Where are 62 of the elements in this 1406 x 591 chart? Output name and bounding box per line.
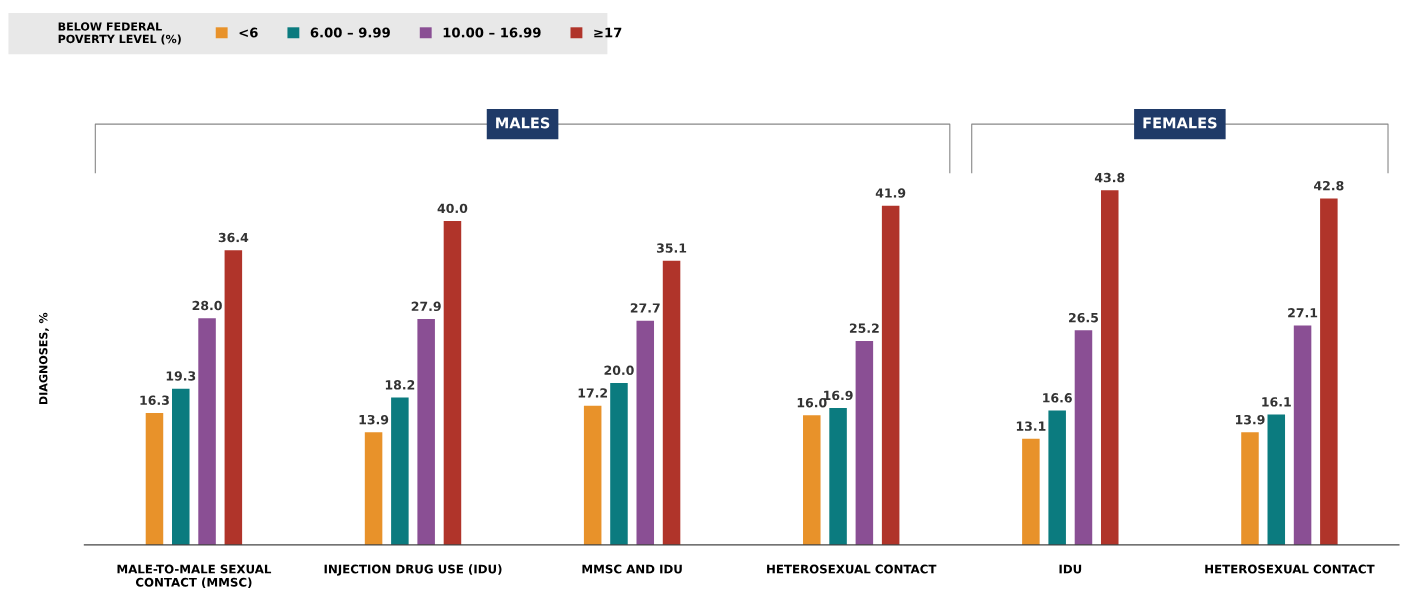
x-tick-label: HETEROSEXUAL CONTACT	[767, 564, 937, 574]
bar	[443, 221, 462, 545]
legend-label: <6	[239, 27, 258, 38]
bar	[1048, 410, 1066, 545]
legend-label: ≥17	[594, 27, 622, 38]
data-label: 18.2	[385, 380, 415, 390]
bar	[1022, 438, 1040, 545]
bar	[172, 388, 190, 545]
bar	[1100, 190, 1119, 545]
data-label: 16.3	[140, 395, 169, 405]
data-label: 16.6	[1043, 393, 1072, 403]
text: FEMALES	[1143, 117, 1217, 129]
bar	[829, 408, 847, 545]
bar	[662, 260, 681, 545]
data-label: 26.5	[1069, 312, 1099, 323]
bar	[224, 250, 243, 545]
data-label: 20.0	[604, 365, 634, 376]
data-label: 41.9	[875, 188, 906, 198]
legend-label: 6.00 – 9.99	[310, 27, 390, 38]
bar	[391, 397, 409, 545]
data-label: 42.8	[1314, 180, 1344, 191]
data-label: 16.0	[797, 397, 827, 408]
bar	[1074, 330, 1093, 545]
bar	[855, 340, 874, 545]
x-tick-label: INJECTION DRUG USE (IDU)	[324, 564, 502, 576]
bar	[803, 415, 821, 545]
bar	[417, 319, 435, 545]
data-label: 28.0	[192, 300, 222, 311]
data-label: 40.0	[437, 203, 468, 214]
x-tick-label: MALE-TO-MALE SEXUAL CONTACT (MMSC)	[117, 564, 272, 589]
data-label: 13.1	[1016, 421, 1046, 431]
bar	[881, 205, 900, 545]
y-axis-title: DIAGNOSES, %	[39, 312, 49, 405]
bar	[1267, 414, 1286, 545]
data-label: 27.7	[630, 303, 660, 313]
bar	[1293, 325, 1312, 545]
data-label: 13.9	[1235, 414, 1265, 425]
legend-title: BELOW FEDERAL POVERTY LEVEL (%)	[58, 22, 181, 45]
bar	[198, 318, 216, 545]
bar	[610, 382, 628, 545]
bar	[583, 405, 602, 545]
x-tick-label: MMSC AND IDU	[582, 564, 682, 574]
bar	[636, 320, 655, 545]
bar	[364, 432, 383, 545]
bar	[145, 412, 164, 545]
data-label: 13.9	[359, 414, 389, 425]
data-label: 36.4	[218, 232, 249, 243]
data-label: 27.1	[1288, 308, 1318, 318]
data-label: 27.9	[411, 301, 441, 312]
data-label: 25.2	[849, 323, 879, 333]
data-label: 35.1	[656, 243, 687, 253]
data-label: 19.3	[166, 371, 196, 381]
x-tick-label: IDU	[1059, 564, 1082, 574]
data-label: 16.9	[824, 390, 853, 401]
data-label: 16.1	[1262, 397, 1291, 407]
bar	[1241, 432, 1259, 545]
x-tick-label: HETEROSEXUAL CONTACT	[1205, 564, 1375, 574]
data-label: 17.2	[578, 388, 608, 398]
legend-label: 10.00 – 16.99	[443, 27, 541, 38]
bar	[1320, 198, 1338, 545]
data-label: 43.8	[1094, 172, 1125, 183]
text: MALES	[496, 117, 550, 129]
